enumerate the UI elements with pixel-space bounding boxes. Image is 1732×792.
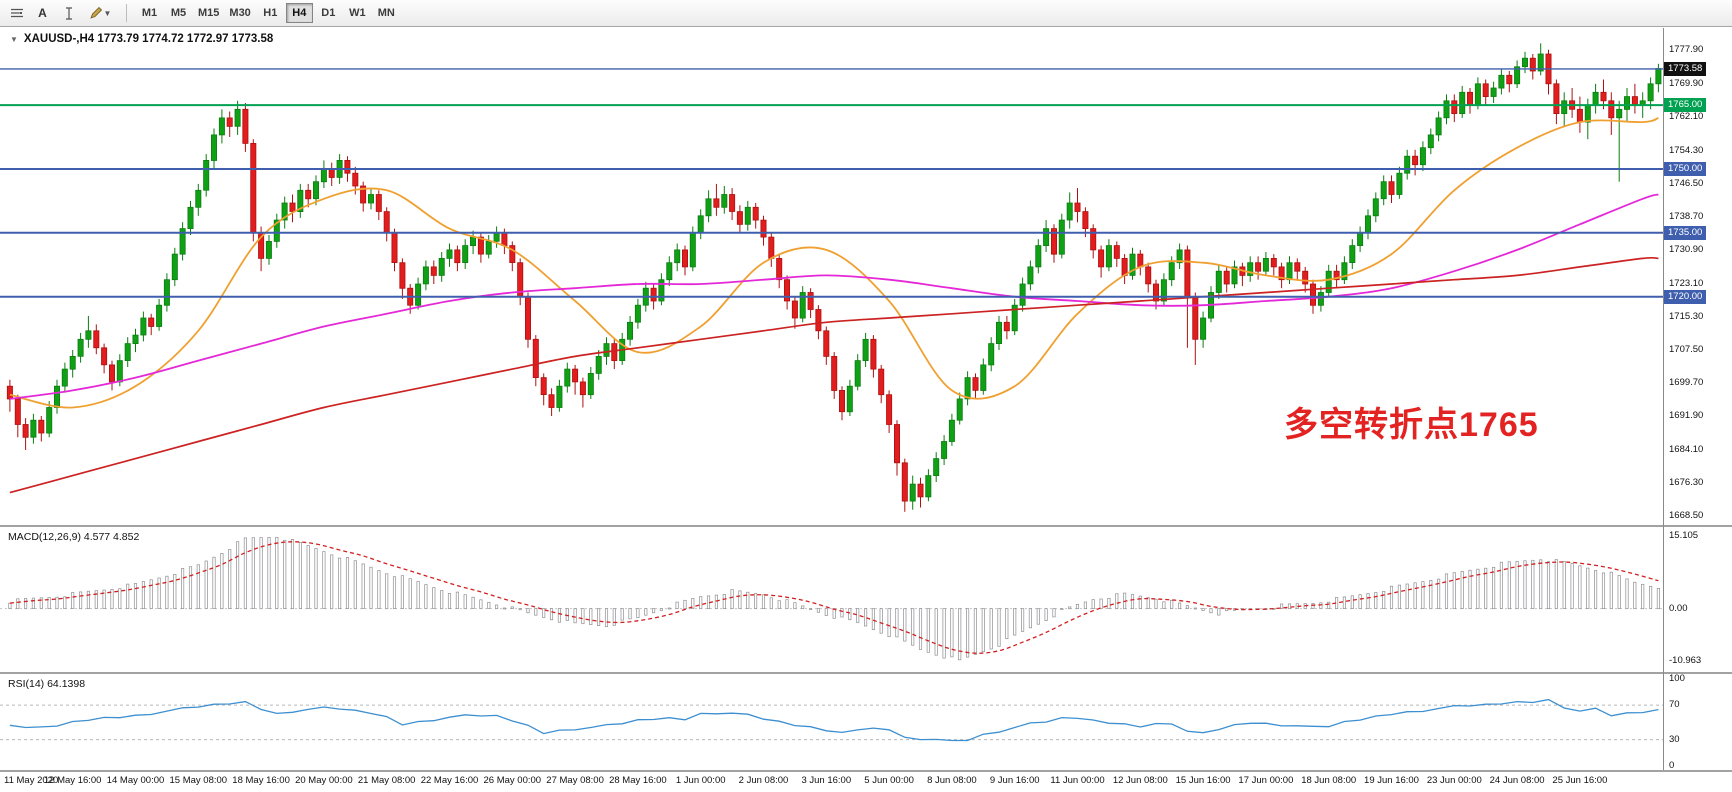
price-level-badge: 1735.00 xyxy=(1664,225,1707,240)
price-axis-label: 1777.90 xyxy=(1669,44,1704,56)
vertical-line-glyph xyxy=(65,6,72,20)
rsi-panel-chart[interactable] xyxy=(0,674,1663,769)
ma-fast-line xyxy=(9,117,1659,409)
price-axis-label: 1691.90 xyxy=(1669,410,1704,422)
toolbar: A ▼ M1 M5 M15 M30 H1 H4 D1 W1 MN xyxy=(0,0,1732,27)
time-axis-label: 14 May 00:00 xyxy=(106,775,165,786)
time-axis-label: 23 Jun 00:00 xyxy=(1426,775,1482,786)
time-axis-label: 3 Jun 16:00 xyxy=(801,775,852,786)
price-level-badge: 1750.00 xyxy=(1664,162,1707,176)
line-studies-icon[interactable] xyxy=(4,3,29,24)
price-axis-label: 1715.30 xyxy=(1669,310,1704,322)
timeframe-button-h4[interactable]: H4 xyxy=(285,3,313,23)
time-axis-label: 11 Jun 00:00 xyxy=(1050,775,1105,786)
time-axis-label: 21 May 08:00 xyxy=(357,775,416,786)
price-axis-label: 1738.70 xyxy=(1669,211,1704,223)
ohlc-readout: XAUUSD-,H4 1773.79 1774.72 1772.97 1773.… xyxy=(23,33,274,45)
timeframe-button-m30[interactable]: M30 xyxy=(225,3,254,23)
time-axis-label: 1 Jun 00:00 xyxy=(675,775,726,786)
price-axis-label: 1668.50 xyxy=(1669,510,1704,522)
ma-slow-line xyxy=(9,256,1659,494)
toolbar-separator xyxy=(126,4,127,22)
time-axis-label: 18 May 16:00 xyxy=(232,775,290,786)
price-axis-label: 1762.10 xyxy=(1669,111,1704,123)
time-axis-label: 24 Jun 08:00 xyxy=(1489,775,1545,786)
price-axis-separator xyxy=(1663,28,1664,770)
time-axis-label: 15 Jun 16:00 xyxy=(1175,775,1231,786)
macd-signal-line xyxy=(9,541,1659,654)
lines-glyph xyxy=(10,8,23,18)
time-axis-label: 15 May 08:00 xyxy=(169,775,228,786)
time-axis-label: 26 May 00:00 xyxy=(483,775,542,786)
rsi-axis-label: 0 xyxy=(1669,759,1675,771)
time-axis-label: 19 Jun 16:00 xyxy=(1364,775,1419,786)
panel-separator xyxy=(0,770,1732,772)
text-tool-glyph: A xyxy=(38,6,47,20)
price-axis-label: 1676.30 xyxy=(1669,476,1704,488)
macd-indicator-label: MACD(12,26,9) 4.577 4.852 xyxy=(8,531,140,543)
price-axis-label: 1769.90 xyxy=(1669,78,1704,90)
rsi-axis-label: 100 xyxy=(1669,673,1685,685)
rsi-line xyxy=(9,698,1659,742)
price-axis-label: 1707.50 xyxy=(1669,344,1704,355)
timeframe-button-m1[interactable]: M1 xyxy=(136,3,163,23)
time-axis-label: 2 Jun 08:00 xyxy=(738,775,789,786)
macd-axis-label: 15.105 xyxy=(1669,530,1699,542)
timeframe-button-m5[interactable]: M5 xyxy=(165,3,192,23)
time-axis-label: 8 Jun 08:00 xyxy=(927,775,977,786)
price-axis-label: 1754.30 xyxy=(1669,144,1704,156)
timeframe-button-w1[interactable]: W1 xyxy=(344,3,371,23)
time-axis-label: 9 Jun 16:00 xyxy=(989,775,1040,786)
macd-panel-chart[interactable] xyxy=(0,527,1663,672)
vertical-line-tool-button[interactable] xyxy=(56,3,81,24)
macd-axis-label: -10.963 xyxy=(1669,655,1702,667)
price-axis-label: 1723.10 xyxy=(1669,277,1704,289)
timeframe-button-d1[interactable]: D1 xyxy=(315,3,342,23)
price-axis-label: 1746.50 xyxy=(1669,177,1704,189)
time-axis-label: 17 Jun 00:00 xyxy=(1238,775,1294,786)
rsi-axis-label: 70 xyxy=(1669,699,1680,711)
ma-mid-line xyxy=(9,193,1659,400)
macd-axis-label: 0.00 xyxy=(1669,602,1688,614)
panel-separator[interactable] xyxy=(0,525,1732,527)
timeframe-button-mn[interactable]: MN xyxy=(373,3,400,23)
time-axis-label: 18 Jun 08:00 xyxy=(1301,775,1357,786)
time-axis-label: 11 May 2020 xyxy=(4,775,59,786)
price-axis-label: 1699.70 xyxy=(1669,377,1704,389)
time-axis-label: 12 May 16:00 xyxy=(43,775,102,786)
rsi-indicator-label: RSI(14) 64.1398 xyxy=(8,678,86,690)
time-axis-label: 22 May 16:00 xyxy=(420,775,479,786)
timeframe-button-group: M1 M5 M15 M30 H1 H4 D1 W1 MN xyxy=(135,3,401,23)
time-axis-label: 12 Jun 08:00 xyxy=(1112,775,1168,786)
time-axis-label: 5 Jun 00:00 xyxy=(864,775,914,786)
timeframe-button-h1[interactable]: H1 xyxy=(257,3,284,23)
pencil-icon xyxy=(89,6,102,19)
main-price-chart[interactable] xyxy=(0,28,1663,525)
rsi-axis-label: 30 xyxy=(1669,733,1680,745)
pencil-draw-tool-button[interactable]: ▼ xyxy=(82,3,118,24)
current-price-badge: 1773.58 xyxy=(1664,61,1707,76)
chevron-down-icon: ▼ xyxy=(103,8,112,18)
time-axis-label: 25 Jun 16:00 xyxy=(1552,775,1608,786)
chart-annotation-text: 多空转折点1765 xyxy=(1284,406,1539,444)
time-axis-label: 27 May 08:00 xyxy=(546,775,604,786)
price-level-badge: 1720.00 xyxy=(1664,289,1707,304)
time-axis-label: 20 May 00:00 xyxy=(295,775,353,786)
chart-symbol-title: ▼ XAUUSD-,H4 1773.79 1774.72 1772.97 177… xyxy=(10,33,273,45)
text-label-tool-button[interactable]: A xyxy=(30,3,55,24)
panel-separator[interactable] xyxy=(0,672,1732,674)
price-axis-label: 1684.10 xyxy=(1669,443,1704,455)
collapse-triangle-icon[interactable]: ▼ xyxy=(10,34,18,44)
price-axis-label: 1730.90 xyxy=(1669,244,1704,256)
timeframe-button-m15[interactable]: M15 xyxy=(194,3,223,23)
price-level-badge: 1765.00 xyxy=(1664,98,1707,113)
time-axis-label: 28 May 16:00 xyxy=(609,775,667,786)
